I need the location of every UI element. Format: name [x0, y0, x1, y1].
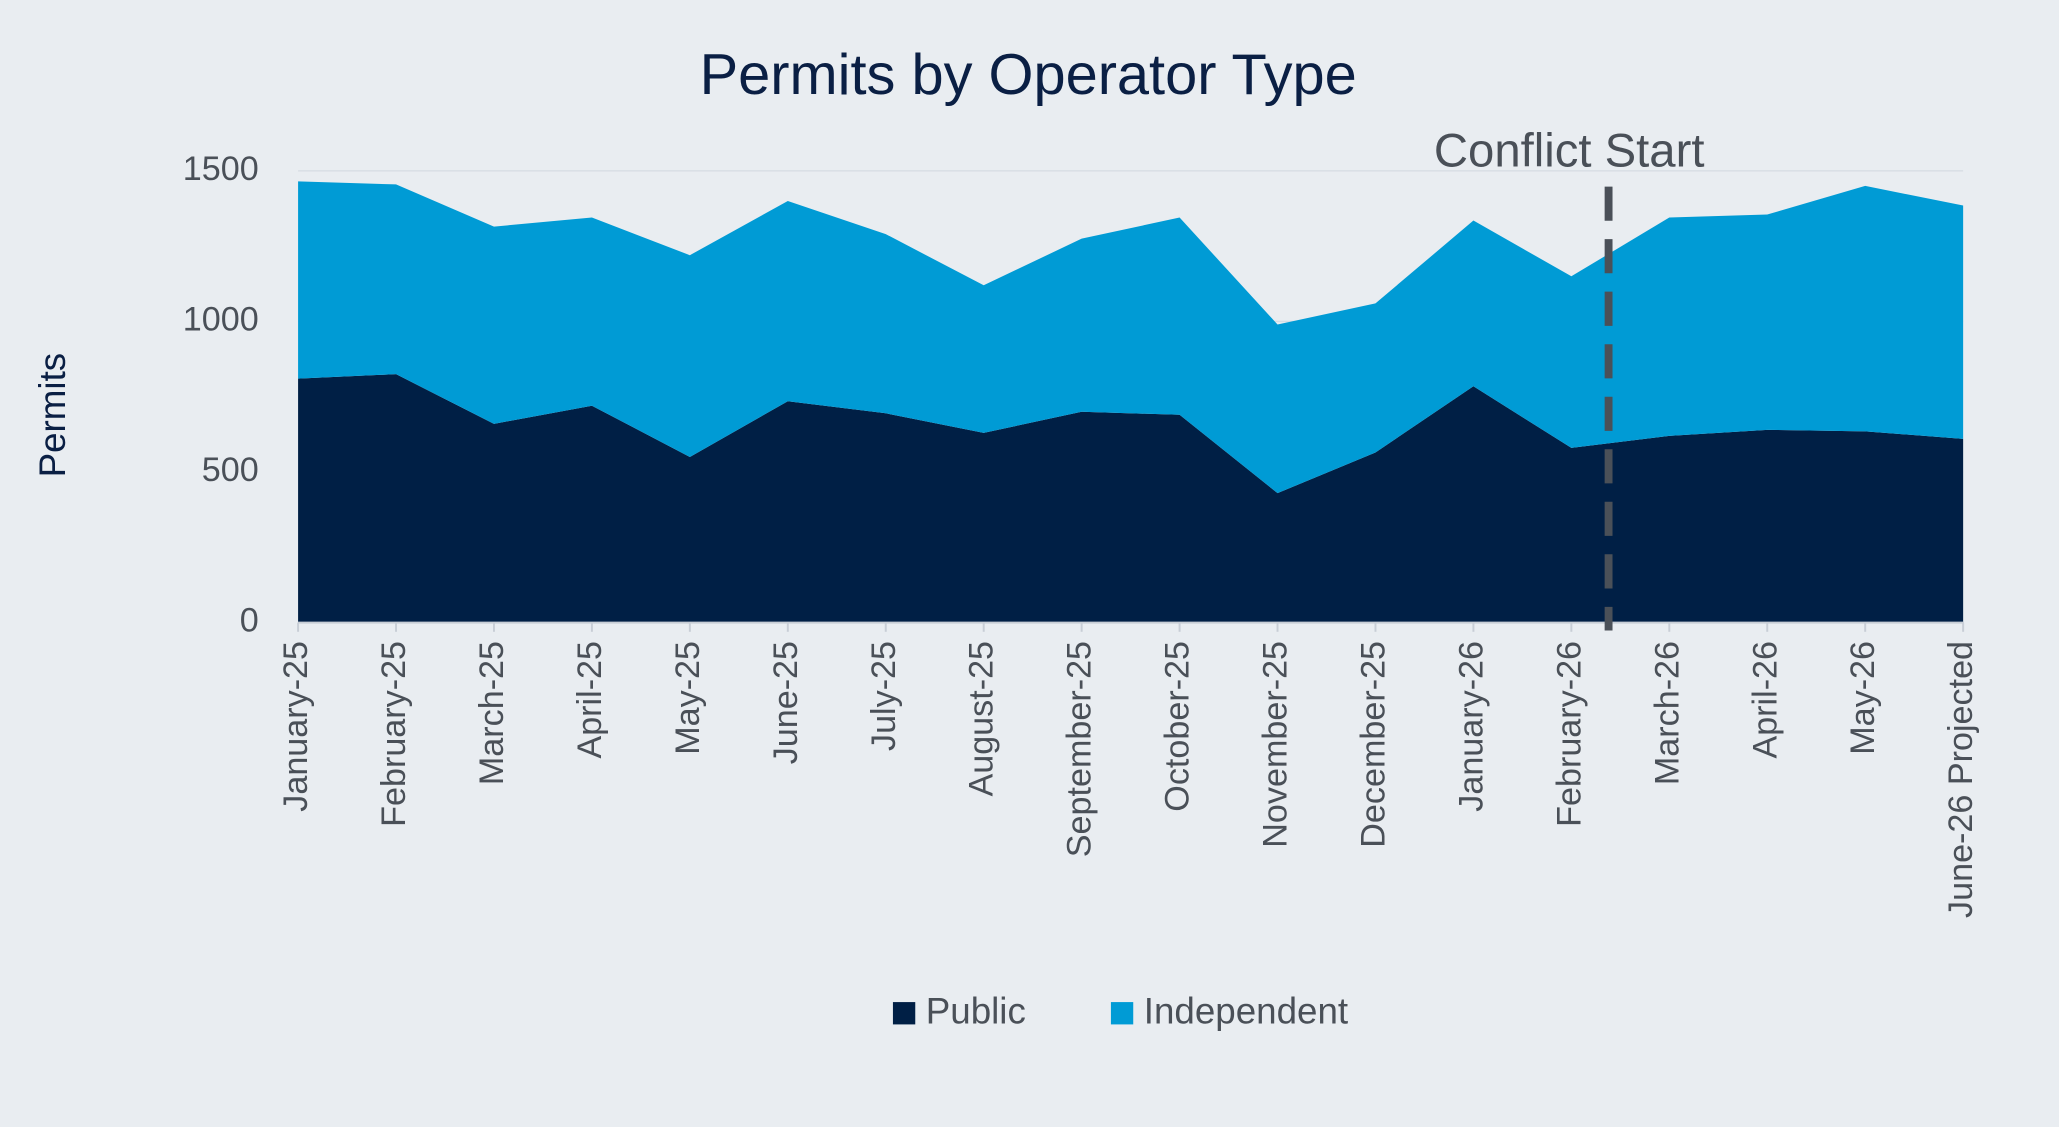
x-tick-label: May-25	[669, 641, 707, 755]
x-tick-label: February-25	[375, 641, 413, 827]
y-tick-label: 1000	[183, 300, 259, 338]
x-tick-label: June-26 Projected	[1942, 641, 1980, 918]
chart-title: Permits by Operator Type	[700, 43, 1357, 107]
legend-swatch	[1110, 1002, 1134, 1025]
x-tick-label: April-26	[1746, 641, 1784, 759]
legend-swatch	[892, 1002, 916, 1025]
x-tick-label: August-25	[963, 641, 1001, 797]
x-tick-label: October-25	[1159, 641, 1197, 812]
x-tick-label: March-25	[473, 641, 511, 785]
axes: 0 500 1000 1500 January-25 February-25 March-2…	[183, 124, 1980, 918]
y-tick-label: 1500	[183, 150, 259, 188]
x-tick-label: January-25	[277, 641, 315, 812]
legend: Public Independent	[892, 991, 1348, 1032]
legend-label: Independent	[1144, 991, 1348, 1032]
x-tick-label: March-26	[1648, 641, 1686, 785]
x-tick-label: September-25	[1061, 641, 1099, 857]
x-tick-label: December-25	[1354, 641, 1392, 848]
y-axis-label: Permits	[32, 353, 73, 478]
x-tick-label: April-25	[571, 641, 609, 759]
x-tick-label: January-26	[1452, 641, 1490, 812]
y-tick-label: 0	[240, 602, 259, 640]
areas	[298, 181, 1964, 623]
legend-label: Public	[926, 991, 1026, 1032]
x-tick-label: November-25	[1257, 641, 1295, 848]
area	[298, 181, 1964, 494]
y-tick-label: 500	[202, 451, 259, 489]
annotation-label: Conflict Start	[1434, 124, 1705, 177]
area	[298, 374, 1964, 623]
x-tick-label: February-26	[1550, 641, 1588, 827]
x-tick-label: May-26	[1844, 641, 1882, 755]
x-tick-label: July-25	[865, 641, 903, 751]
x-tick-label: June-25	[767, 641, 805, 764]
